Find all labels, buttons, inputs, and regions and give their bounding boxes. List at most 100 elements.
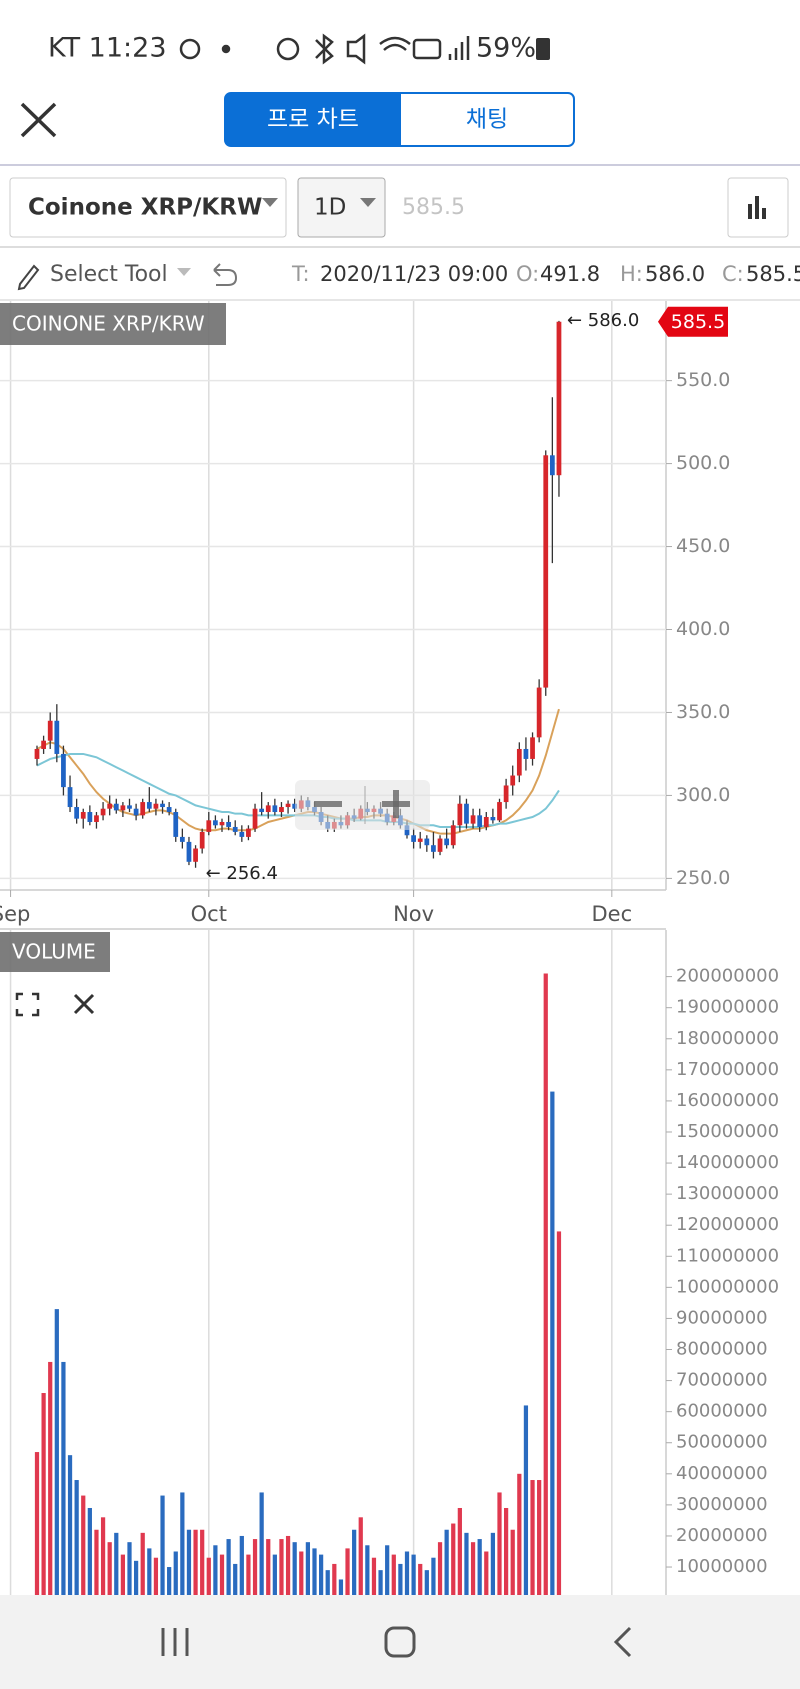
volume-bar <box>160 1495 165 1595</box>
candle-body <box>61 753 66 788</box>
toolbar-price: 585.5 <box>402 195 465 220</box>
volume-bar <box>200 1529 205 1595</box>
candle-body <box>173 812 179 837</box>
y-tick-label: 170000000 <box>676 1059 779 1080</box>
candle-body <box>113 803 119 811</box>
volume-bar <box>464 1532 469 1595</box>
candle-body <box>160 803 165 808</box>
y-tick-label: 190000000 <box>676 997 779 1018</box>
volume-bar <box>537 1480 542 1595</box>
volume-bar <box>180 1492 185 1595</box>
volume-bar <box>325 1570 330 1595</box>
info-fields: T: 2020/11/23 09:00 O: 491.8 H: 586.0 C: 585.5 <box>291 262 800 286</box>
candle-body <box>252 808 258 829</box>
info-key: H: <box>620 262 643 286</box>
volume-bar <box>470 1542 476 1595</box>
nav-icons[interactable] <box>161 1626 632 1658</box>
volume-bar <box>100 1517 106 1595</box>
undo-icon[interactable] <box>213 263 238 286</box>
volume-bar <box>285 1535 291 1595</box>
candle-body <box>74 807 80 819</box>
y-tick-label: 200000000 <box>676 966 779 987</box>
candle-body <box>503 785 509 803</box>
volume-bar <box>318 1554 324 1595</box>
volume-bar <box>556 1231 562 1595</box>
volume-bar <box>451 1523 456 1595</box>
volume-bar <box>239 1535 244 1595</box>
interval-dropdown[interactable] <box>297 177 386 238</box>
volume-bar <box>120 1554 126 1595</box>
x-tick-label: Dec <box>592 902 633 926</box>
y-tick-label: 150000000 <box>676 1121 779 1142</box>
tab-label[interactable]: 채팅 <box>466 107 508 133</box>
volume-bar <box>114 1532 119 1595</box>
candle-body <box>133 808 139 816</box>
pencil-icon <box>17 264 40 291</box>
candle-body <box>450 825 456 846</box>
candle-body <box>206 820 212 832</box>
info-key: C: <box>722 262 744 286</box>
candle-body <box>444 838 450 846</box>
candle-body <box>87 812 93 822</box>
interval-label[interactable]: 1D <box>314 195 346 221</box>
pair-dropdown[interactable] <box>9 177 287 238</box>
y-tick-label: 180000000 <box>676 1028 779 1049</box>
volume-bar <box>153 1557 159 1595</box>
tool-label[interactable]: Select Tool <box>50 262 168 287</box>
volume-bar <box>378 1570 383 1595</box>
candle-body <box>179 836 185 842</box>
candle-body <box>127 805 132 809</box>
status-time: KT 11:23 <box>48 33 167 64</box>
candle-body <box>530 737 535 759</box>
volume-bar <box>292 1542 297 1595</box>
volume-bar <box>503 1507 509 1595</box>
chart-title: VOLUME <box>12 940 96 964</box>
volume-bar <box>140 1532 145 1595</box>
candle-body <box>417 838 423 842</box>
candle-body <box>120 805 126 811</box>
volume-bar <box>431 1557 436 1595</box>
active-tab[interactable] <box>225 93 401 146</box>
candle-body <box>285 803 291 808</box>
candle-body <box>54 720 60 754</box>
volume-bar <box>81 1495 86 1595</box>
last-price-label: 585.5 <box>671 311 725 333</box>
x-tick-label: Nov <box>393 902 434 926</box>
close-panel-icon[interactable] <box>73 993 95 1015</box>
close-button[interactable] <box>20 102 57 138</box>
volume-bar <box>246 1554 251 1595</box>
volume-bar <box>305 1542 311 1595</box>
volume-bar <box>345 1548 350 1595</box>
y-tick-label: 30000000 <box>676 1494 768 1515</box>
volume-bar <box>34 1452 40 1595</box>
candle-body <box>186 841 192 862</box>
volume-bar <box>299 1551 304 1595</box>
candle-body <box>516 748 522 776</box>
candle-body <box>94 815 99 822</box>
volume-bar <box>41 1393 46 1595</box>
volume-bar <box>127 1542 132 1595</box>
candle-body <box>437 838 443 852</box>
candle-body <box>483 816 489 827</box>
volume-bar <box>490 1532 496 1595</box>
candle-body <box>140 802 146 816</box>
zoom-control[interactable] <box>295 780 430 830</box>
pair-label[interactable]: Coinone XRP/KRW <box>28 195 262 221</box>
volume-bar <box>457 1507 462 1595</box>
info-value: 585.5 <box>746 262 800 286</box>
y-tick-label: 140000000 <box>676 1152 779 1173</box>
volume-bar <box>193 1529 198 1595</box>
fullscreen-icon[interactable] <box>15 992 40 1017</box>
tab-label[interactable]: 프로 차트 <box>267 107 359 133</box>
candle-body <box>246 828 251 837</box>
volume-bar <box>444 1529 449 1595</box>
nav-bar <box>0 1595 800 1689</box>
candle-body <box>549 455 555 476</box>
volume-bar <box>358 1517 363 1595</box>
volume-bar <box>352 1529 357 1595</box>
battery-icon <box>536 38 550 60</box>
candle-body <box>100 808 106 816</box>
volume-bar <box>61 1361 66 1595</box>
volume-bar <box>424 1570 429 1595</box>
candle-body <box>199 831 205 849</box>
